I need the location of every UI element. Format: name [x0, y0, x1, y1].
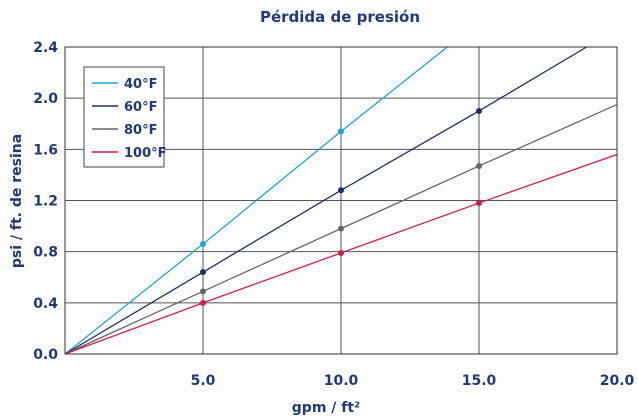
y-tick-label: 0.8: [33, 245, 58, 261]
legend-label: 80°F: [124, 123, 157, 138]
data-point: [476, 107, 482, 114]
data-point: [338, 249, 344, 256]
plot-frame: [64, 46, 618, 355]
x-tick-label: 15.0: [462, 373, 497, 389]
data-point: [200, 288, 206, 295]
y-tick-label: 1.6: [33, 142, 58, 158]
series-line: [64, 46, 448, 355]
legend-label: 100°F: [124, 146, 167, 161]
data-point: [476, 200, 482, 207]
y-tick-label: 1.2: [33, 194, 58, 210]
y-axis-label: psi / ft. de resina: [9, 134, 25, 268]
y-tick-label: 2.0: [33, 91, 58, 107]
y-tick-label: 0.0: [33, 347, 58, 363]
legend-label: 40°F: [124, 77, 157, 92]
data-point: [338, 187, 344, 194]
series-group: [64, 46, 618, 355]
legend-label: 60°F: [124, 100, 157, 115]
y-tick-label: 2.4: [33, 40, 58, 56]
y-tick-label: 0.4: [33, 296, 58, 312]
x-tick-label: 20.0: [600, 373, 635, 389]
legend: 40°F 60°F 80°F 100°F: [83, 66, 167, 168]
data-point: [200, 240, 206, 247]
data-point: [338, 128, 344, 135]
x-tick-label: 5.0: [191, 373, 216, 389]
data-point: [200, 299, 206, 306]
x-tick-label: 10.0: [324, 373, 359, 389]
data-point: [476, 162, 482, 169]
data-point: [200, 269, 206, 276]
data-point: [338, 225, 344, 232]
tick-labels: 5.0 10.0 15.0 20.0 0.0 0.4 0.8 1.2 1.6 2.0 2.4: [33, 40, 634, 389]
x-axis-label: gpm / ft²: [292, 400, 360, 416]
chart-title: Pérdida de presión: [260, 8, 420, 26]
